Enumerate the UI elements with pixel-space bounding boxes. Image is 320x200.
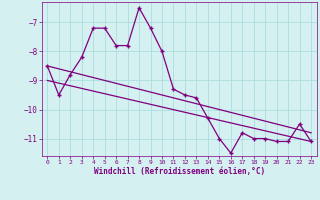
X-axis label: Windchill (Refroidissement éolien,°C): Windchill (Refroidissement éolien,°C) bbox=[94, 167, 265, 176]
